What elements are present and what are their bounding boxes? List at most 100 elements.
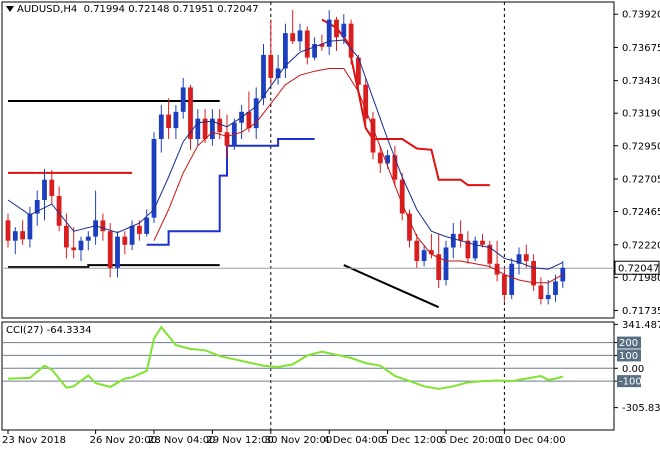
fast-ma-line <box>7 39 564 270</box>
candle-body <box>385 155 390 164</box>
candle <box>377 145 383 173</box>
cci-level-box <box>617 336 641 349</box>
candle <box>158 105 164 153</box>
slow-ma-line <box>153 68 564 284</box>
candle-body <box>363 84 369 119</box>
candle-body <box>217 118 223 133</box>
time-tick-label: 23 Nov 2018 <box>2 435 66 446</box>
price-tick-label: 0.73675 <box>622 43 660 54</box>
candle-body <box>5 220 11 241</box>
candle <box>12 227 18 255</box>
candle-body <box>545 294 551 300</box>
candle <box>370 111 376 160</box>
candle-body <box>246 111 252 129</box>
candle <box>502 267 507 302</box>
candle-body <box>129 225 135 245</box>
candle <box>494 240 500 282</box>
cci-tick-label: 0.00 <box>622 364 644 375</box>
candle-body <box>312 44 317 58</box>
candle-body <box>319 44 325 47</box>
candle <box>202 109 208 144</box>
candle-body <box>304 30 310 58</box>
candle-body <box>56 195 62 226</box>
candle <box>78 236 84 262</box>
candle-body <box>49 179 55 196</box>
candle <box>407 209 412 248</box>
candle-body <box>268 54 274 78</box>
candle <box>85 231 91 251</box>
candle-body <box>414 240 420 262</box>
candle <box>210 109 215 146</box>
candle-body <box>553 281 558 295</box>
price-panel-frame <box>1 1 615 319</box>
blue-stop-line <box>146 138 315 246</box>
time-tick-label: 29 Nov 12:00 <box>206 435 273 446</box>
candle-body <box>93 220 98 237</box>
candle-body <box>429 250 434 255</box>
candle-body <box>224 132 230 146</box>
candle-body <box>348 23 354 58</box>
candle-body <box>399 179 405 214</box>
price-tick-label: 0.73190 <box>622 109 660 120</box>
candle <box>392 145 398 187</box>
candle <box>275 54 281 85</box>
candle <box>334 16 339 51</box>
black-trendline <box>343 264 440 309</box>
candle <box>107 223 113 278</box>
candle <box>297 23 303 51</box>
candle <box>531 254 536 291</box>
candle <box>545 280 551 305</box>
candle <box>20 220 25 245</box>
time-tick-label: 28 Nov 04:00 <box>148 435 215 446</box>
candle <box>538 277 544 305</box>
candle-body <box>494 263 500 275</box>
candle-body <box>502 274 507 295</box>
candle <box>151 132 157 224</box>
candle <box>27 206 33 248</box>
chart-header: AUDUSD,H4 0.71994 0.72148 0.71951 0.7204… <box>6 4 259 15</box>
candle-body <box>122 236 128 245</box>
candle-body <box>85 236 91 241</box>
black-support-line <box>8 264 220 269</box>
candle-body <box>480 240 485 245</box>
candle-body <box>78 240 84 251</box>
time-tick-label: 5 Dec 12:00 <box>382 435 443 446</box>
candle-body <box>450 233 456 248</box>
candle-body <box>275 68 281 78</box>
price-tick-label: 0.71980 <box>622 273 660 284</box>
candle-body <box>370 118 376 153</box>
candle-body <box>341 23 347 38</box>
candle-body <box>144 217 150 234</box>
candle <box>5 213 11 248</box>
candle <box>283 23 288 78</box>
candle-body <box>253 98 259 129</box>
time-tick-label: 26 Nov 20:00 <box>90 435 157 446</box>
candle-body <box>290 33 296 42</box>
candle <box>144 209 150 237</box>
time-tick-label: 4 Dec 04:00 <box>323 435 384 446</box>
candle <box>312 37 317 61</box>
candle <box>480 233 485 248</box>
candle-body <box>151 138 157 218</box>
candle <box>465 231 471 264</box>
current-price-tag: 0.72047 <box>614 260 660 275</box>
candle-body <box>516 254 522 264</box>
collapse-arrow-icon[interactable] <box>6 6 14 12</box>
candle <box>487 240 493 268</box>
candle-body <box>34 200 40 214</box>
candle <box>42 168 47 221</box>
candle <box>356 54 361 92</box>
cci-level-box <box>617 375 641 388</box>
candle <box>458 220 463 248</box>
cci-level-box <box>617 349 641 362</box>
candle-body <box>137 225 142 234</box>
candle-body <box>443 247 449 281</box>
cci-label: CCI(27) -64.3334 <box>6 325 92 336</box>
candle <box>516 247 522 275</box>
candle <box>115 231 120 278</box>
candle-body <box>531 261 536 286</box>
candle-body <box>107 231 113 268</box>
price-tick-label: 0.71735 <box>622 306 660 317</box>
